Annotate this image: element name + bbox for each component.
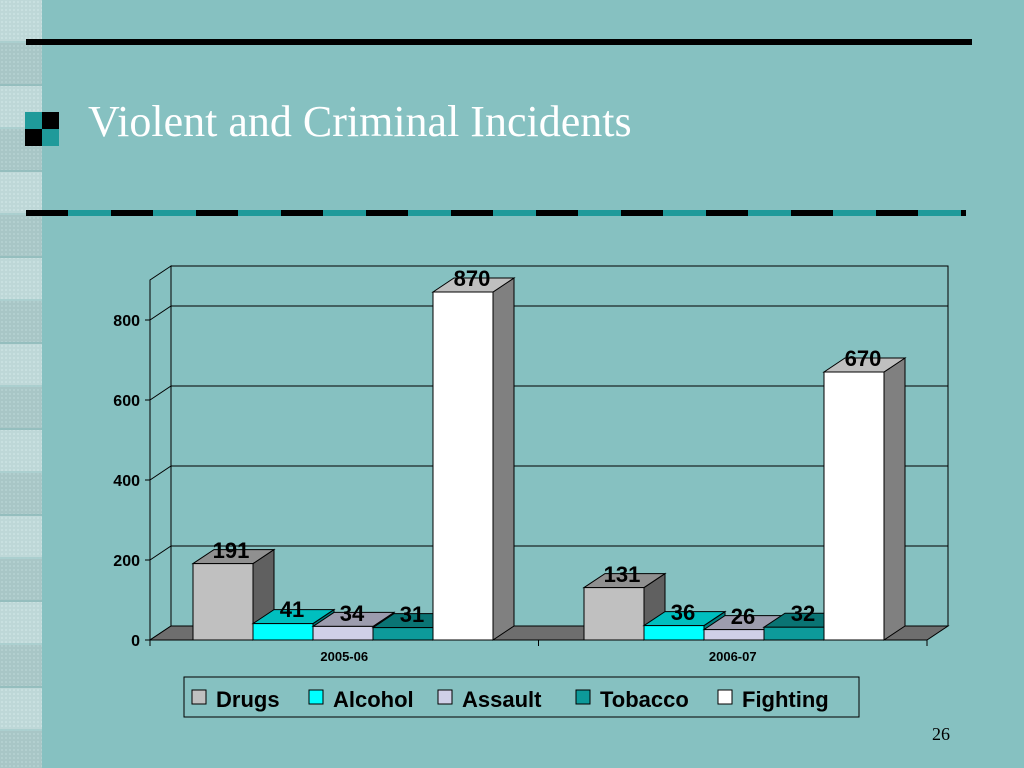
- y-tick-label: 200: [113, 553, 140, 570]
- data-label-assault-2006-07: 26: [731, 604, 755, 629]
- slide-title: Violent and Criminal Incidents: [88, 97, 632, 146]
- legend-label-tobacco: Tobacco: [600, 687, 689, 712]
- gridline: [149, 545, 948, 561]
- bar-assault-2005-06: [312, 625, 374, 641]
- y-tick-label: 800: [113, 313, 140, 330]
- data-label-fighting-2005-06: 870: [454, 266, 491, 291]
- y-tick-label: 400: [113, 473, 140, 490]
- legend-swatch-assault: [437, 689, 453, 705]
- data-label-drugs-2005-06: 191: [213, 538, 250, 563]
- y-tick-label: 600: [113, 393, 140, 410]
- bar-fighting-2005-06: [432, 291, 494, 641]
- bar-tobacco-2006-07: [763, 626, 825, 641]
- bar-drugs-2005-06: [192, 563, 254, 641]
- bar-drugs-2006-07: [583, 587, 645, 641]
- title-divider: [26, 210, 966, 216]
- gridline: [149, 385, 948, 401]
- bar-tobacco-2005-06: [372, 627, 434, 641]
- title-bullet-icon: [25, 112, 59, 146]
- y-tick-label: 0: [131, 633, 140, 650]
- bar-side-fighting-2005-06: [492, 277, 515, 641]
- top-rule: [26, 39, 972, 45]
- legend-box: [183, 676, 860, 718]
- bar-alcohol-2006-07: [643, 625, 705, 641]
- legend-swatch-alcohol: [308, 689, 324, 705]
- legend-label-drugs: Drugs: [216, 687, 280, 712]
- bar-side-fighting-2006-07: [883, 357, 906, 641]
- data-label-alcohol-2005-06: 41: [280, 597, 304, 622]
- x-category-label: 2006-07: [709, 649, 757, 664]
- x-category-label: 2005-06: [320, 649, 368, 664]
- chart-side-wall: [149, 265, 172, 641]
- data-label-alcohol-2006-07: 36: [671, 600, 695, 625]
- bar-fighting-2006-07: [823, 371, 885, 641]
- data-label-tobacco-2005-06: 31: [400, 602, 424, 627]
- legend-swatch-drugs: [191, 689, 207, 705]
- legend-swatch-tobacco: [575, 689, 591, 705]
- data-label-assault-2005-06: 34: [340, 601, 365, 626]
- data-label-fighting-2006-07: 670: [845, 346, 882, 371]
- data-label-drugs-2006-07: 131: [604, 562, 641, 587]
- gridline: [149, 305, 948, 321]
- gridline: [149, 465, 948, 481]
- legend-label-assault: Assault: [462, 687, 542, 712]
- bar-alcohol-2005-06: [252, 623, 314, 641]
- bar-assault-2006-07: [703, 629, 765, 641]
- legend-swatch-fighting: [717, 689, 733, 705]
- page-number: 26: [932, 724, 950, 744]
- chart-legend: Drugs Alcohol Assault Tobacco Fighting: [183, 676, 860, 718]
- data-label-tobacco-2006-07: 32: [791, 601, 815, 626]
- legend-label-fighting: Fighting: [742, 687, 829, 712]
- legend-label-alcohol: Alcohol: [333, 687, 414, 712]
